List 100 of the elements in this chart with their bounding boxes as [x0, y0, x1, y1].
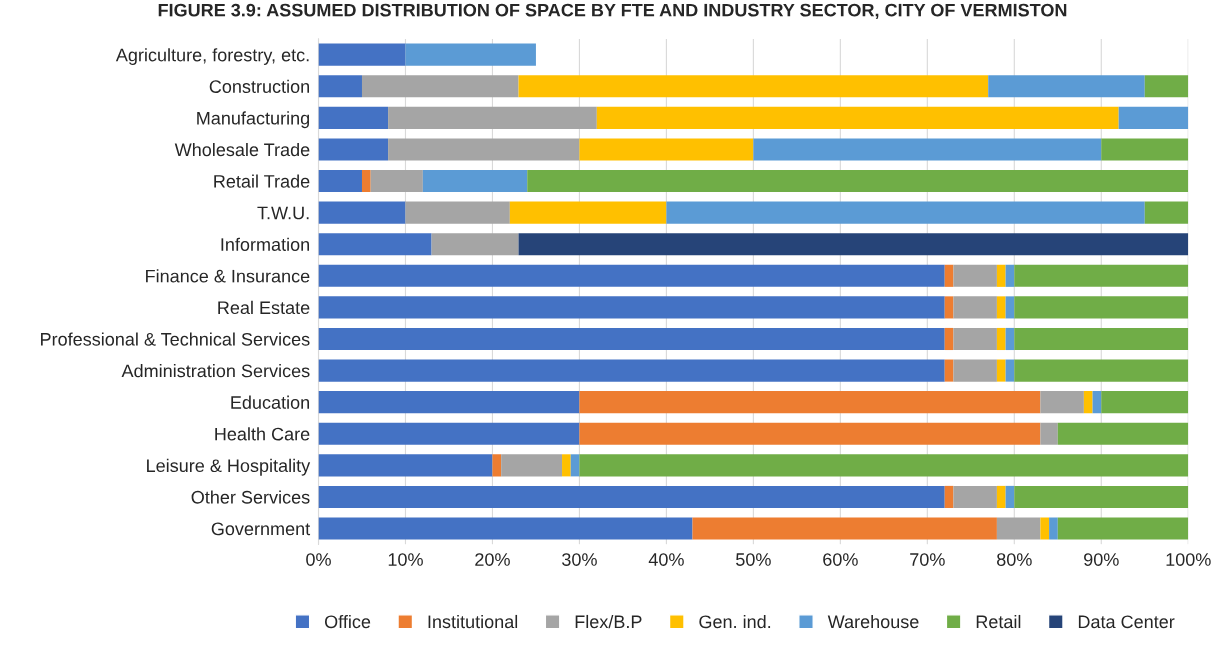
bar — [596, 106, 1119, 129]
bar — [953, 296, 997, 319]
bar — [1040, 517, 1050, 540]
bar — [1083, 391, 1093, 414]
y-tick-label: Construction — [209, 79, 309, 93]
bar — [996, 517, 1041, 540]
bar — [422, 169, 528, 193]
bar — [318, 422, 580, 445]
bar — [318, 138, 389, 161]
bar — [570, 454, 580, 477]
bar — [1005, 359, 1015, 382]
bar — [388, 106, 597, 129]
bar — [579, 138, 754, 161]
y-tick-label: Finance & Insurance — [146, 269, 310, 283]
legend-label: Warehouse — [827, 614, 919, 629]
bar — [318, 201, 406, 224]
bar — [1040, 391, 1084, 414]
bar — [953, 264, 997, 287]
bar — [318, 296, 945, 319]
y-tick-label: Other Services — [191, 490, 310, 504]
bar — [692, 517, 997, 540]
bar — [953, 327, 997, 351]
y-tick-label: Government — [211, 522, 311, 536]
bar — [431, 233, 519, 256]
bar — [1040, 422, 1058, 445]
y-tick-label: Real Estate — [218, 300, 310, 315]
bar — [944, 485, 954, 508]
bar — [405, 201, 510, 224]
x-tick-label: 20% — [475, 553, 510, 566]
bar — [318, 43, 406, 66]
x-tick-label: 80% — [997, 553, 1032, 566]
bar — [318, 517, 693, 540]
bar — [579, 391, 1041, 414]
x-tick-label: 30% — [562, 553, 597, 566]
legend-label: Office — [324, 614, 371, 629]
x-tick-label: 60% — [823, 553, 858, 566]
y-tick-label: Administration Services — [121, 364, 310, 378]
bar — [1101, 391, 1189, 414]
legend-label: Institutional — [428, 614, 518, 629]
x-tick-label: 70% — [910, 553, 945, 566]
y-tick-label: Health Care — [215, 427, 310, 441]
chart-title: FIGURE 3.9: ASSUMED DISTRIBUTION OF SPACE BY FTE AND INDUSTRY SECTOR, CITY OF VERMISTON — [158, 3, 1067, 20]
bar — [518, 75, 989, 98]
bar — [388, 138, 580, 161]
y-tick-label: T.W.U. — [257, 206, 309, 220]
bar — [1005, 296, 1015, 319]
bar — [318, 106, 389, 129]
bar — [579, 454, 1189, 477]
bar — [944, 327, 954, 351]
y-tick-label: Leisure & Hospitality — [147, 458, 311, 476]
bar — [361, 169, 371, 193]
bar — [1049, 517, 1058, 540]
bar — [1101, 138, 1189, 161]
legend-label: Flex/B.P — [575, 614, 642, 629]
bar — [996, 264, 1006, 287]
bar — [666, 201, 1145, 224]
bar — [1005, 485, 1015, 508]
x-tick-label: 10% — [388, 553, 423, 566]
y-tick-label: Manufacturing — [197, 111, 310, 129]
x-tick-label: 90% — [1084, 553, 1119, 566]
bar — [1057, 422, 1189, 445]
bar — [405, 43, 536, 66]
bar — [996, 359, 1006, 382]
bar — [318, 264, 945, 287]
bar — [1144, 75, 1189, 98]
legend-label: Retail — [976, 614, 1021, 629]
bar — [1144, 201, 1189, 224]
bar — [518, 233, 1189, 256]
bar — [562, 454, 571, 477]
bar — [318, 454, 493, 477]
bar — [944, 264, 954, 287]
bar — [361, 75, 519, 98]
bar — [579, 422, 1041, 445]
x-tick-label: 40% — [648, 553, 684, 566]
y-tick-label: Retail Trade — [214, 174, 310, 188]
x-tick-label: 50% — [736, 553, 771, 566]
bar — [1057, 517, 1189, 540]
bar — [953, 485, 997, 508]
bar — [492, 454, 502, 477]
bar — [318, 75, 362, 98]
bar — [1092, 391, 1102, 414]
bar — [318, 485, 945, 508]
bar — [1014, 359, 1189, 382]
bar — [527, 169, 1189, 193]
bar — [1005, 264, 1015, 287]
y-tick-label: Professional & Technical Services — [41, 332, 310, 346]
bar — [1005, 327, 1015, 351]
y-tick-label: Wholesale Trade — [174, 142, 310, 157]
bar — [318, 233, 432, 256]
bar — [953, 359, 997, 382]
y-tick-label: Education — [231, 395, 309, 409]
bar — [996, 485, 1006, 508]
bar — [318, 359, 945, 382]
bar — [318, 327, 945, 351]
y-tick-label: Agriculture, forestry, etc. — [115, 48, 309, 65]
bar — [944, 359, 954, 382]
x-tick-label: 0% — [306, 553, 331, 566]
bar — [1014, 485, 1189, 508]
bar — [988, 75, 1145, 98]
bar — [996, 327, 1006, 351]
